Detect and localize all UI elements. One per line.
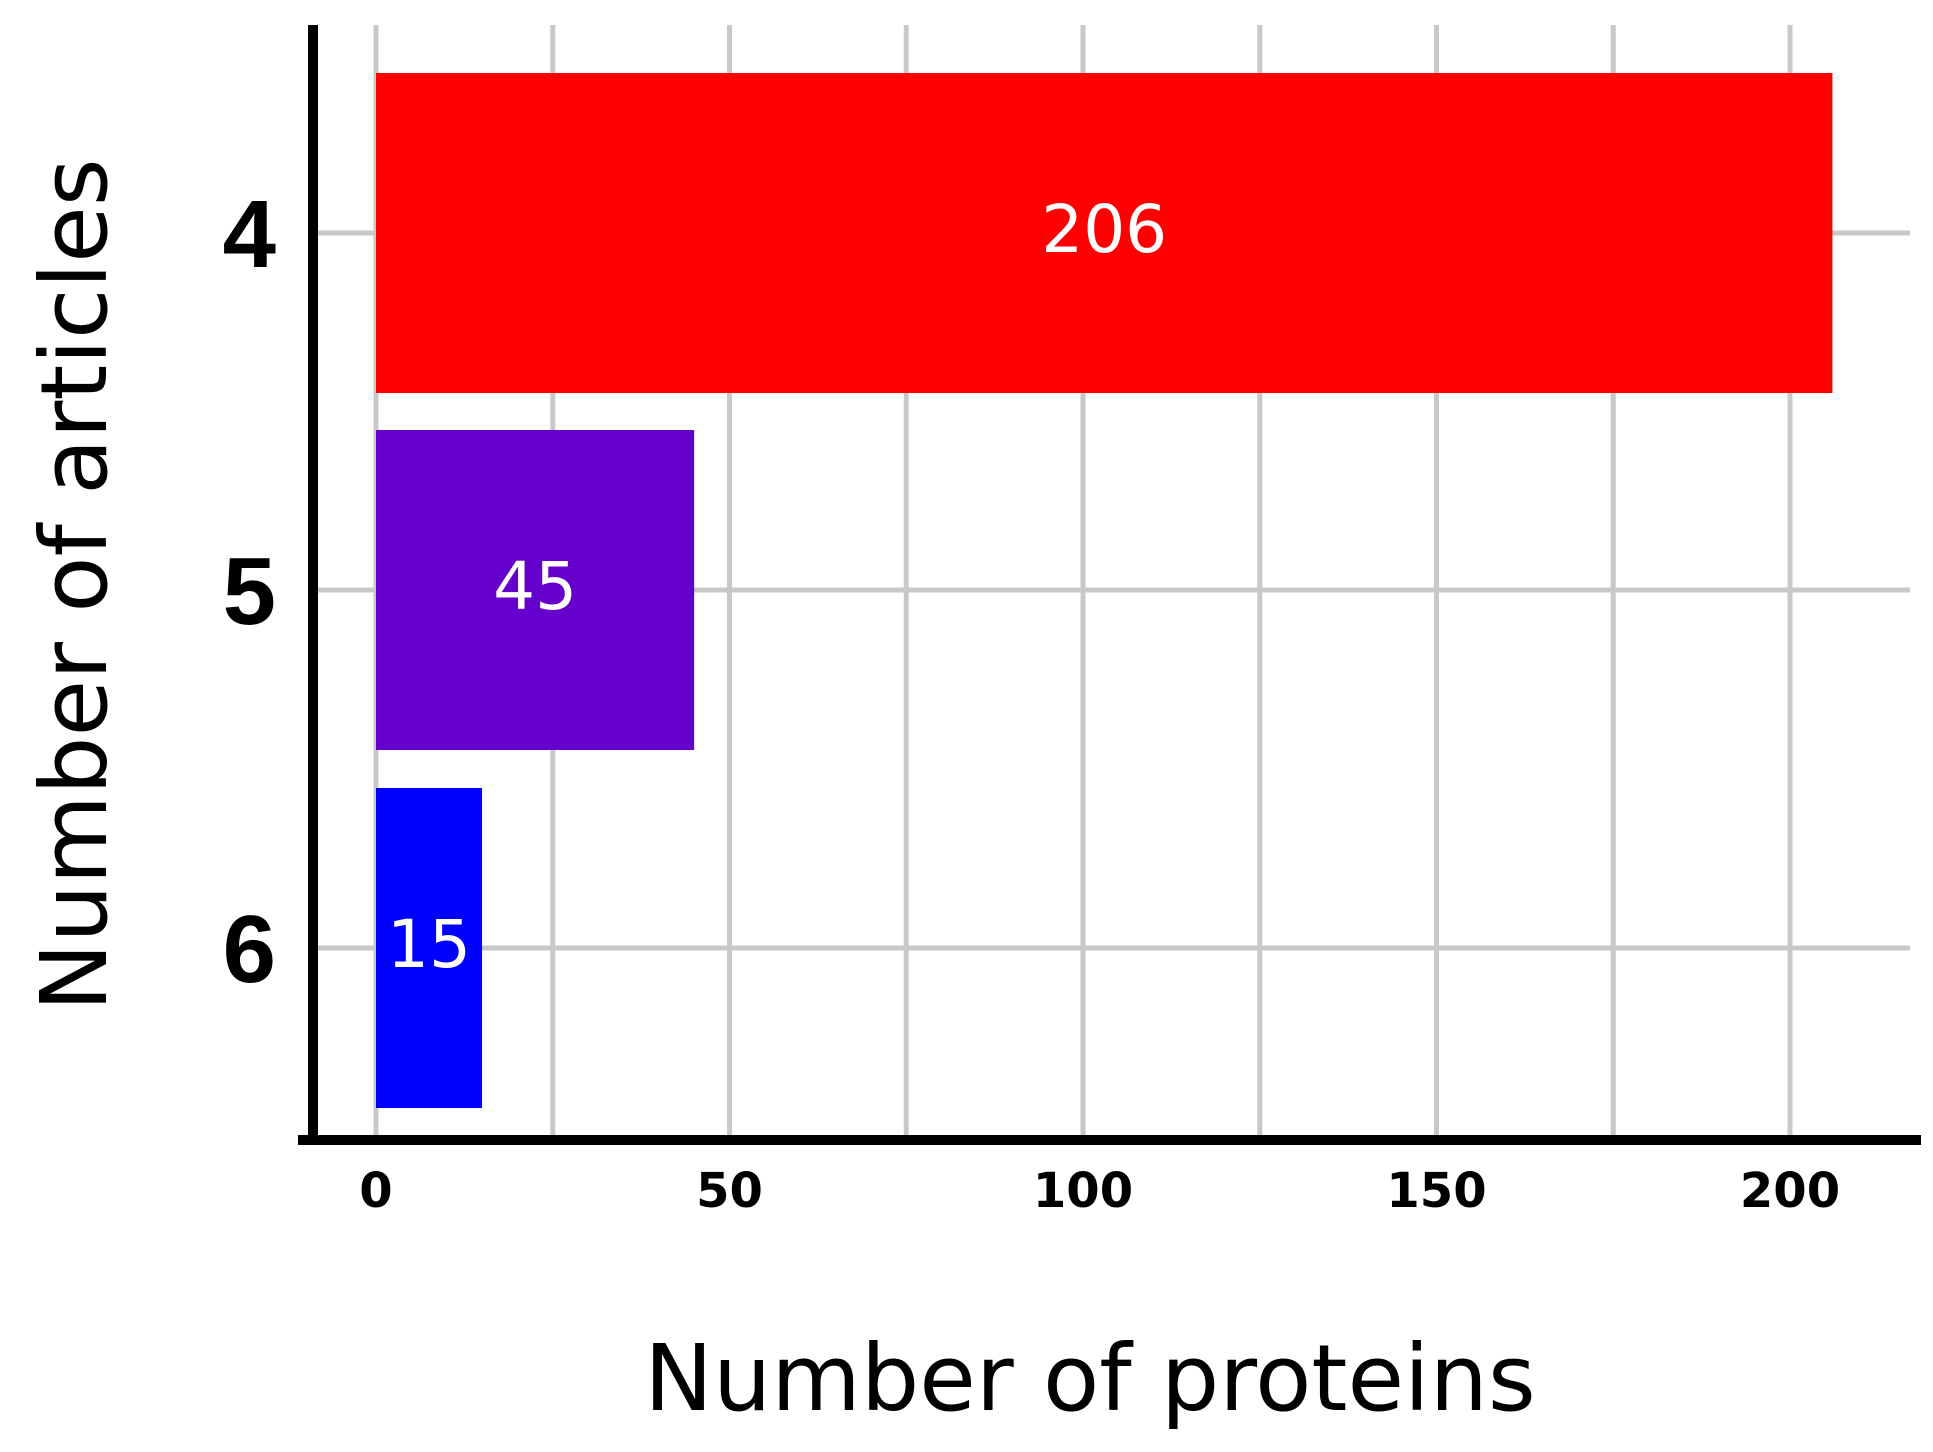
- y-tick-label-5: 5: [223, 538, 276, 645]
- y-tick-label-6: 6: [223, 896, 276, 1003]
- x-tick-label-0: 0: [359, 1163, 392, 1219]
- x-tick-label-100: 100: [1033, 1163, 1133, 1219]
- x-tick-labels: 0 50 100 150 200: [359, 1163, 1840, 1219]
- x-axis-title: Number of proteins: [644, 1325, 1536, 1432]
- y-axis-title: Number of articles: [21, 158, 128, 1011]
- bar-6: [376, 788, 483, 1108]
- bar-label-6: 15: [387, 906, 471, 983]
- bar-label-5: 45: [493, 548, 577, 625]
- bars: [376, 73, 1833, 1108]
- x-tick-label-50: 50: [696, 1163, 763, 1219]
- y-tick-labels: 4 5 6: [223, 181, 276, 1003]
- bar-4: [376, 73, 1833, 393]
- bar-5: [376, 430, 695, 750]
- y-tick-marks: [313, 230, 318, 951]
- y-tick-label-4: 4: [223, 181, 276, 288]
- axes: [298, 25, 1921, 1145]
- bar-label-4: 206: [1041, 191, 1167, 268]
- bar-labels: 206 45 15: [387, 191, 1167, 983]
- x-tick-label-150: 150: [1386, 1163, 1486, 1219]
- x-tick-label-200: 200: [1740, 1163, 1840, 1219]
